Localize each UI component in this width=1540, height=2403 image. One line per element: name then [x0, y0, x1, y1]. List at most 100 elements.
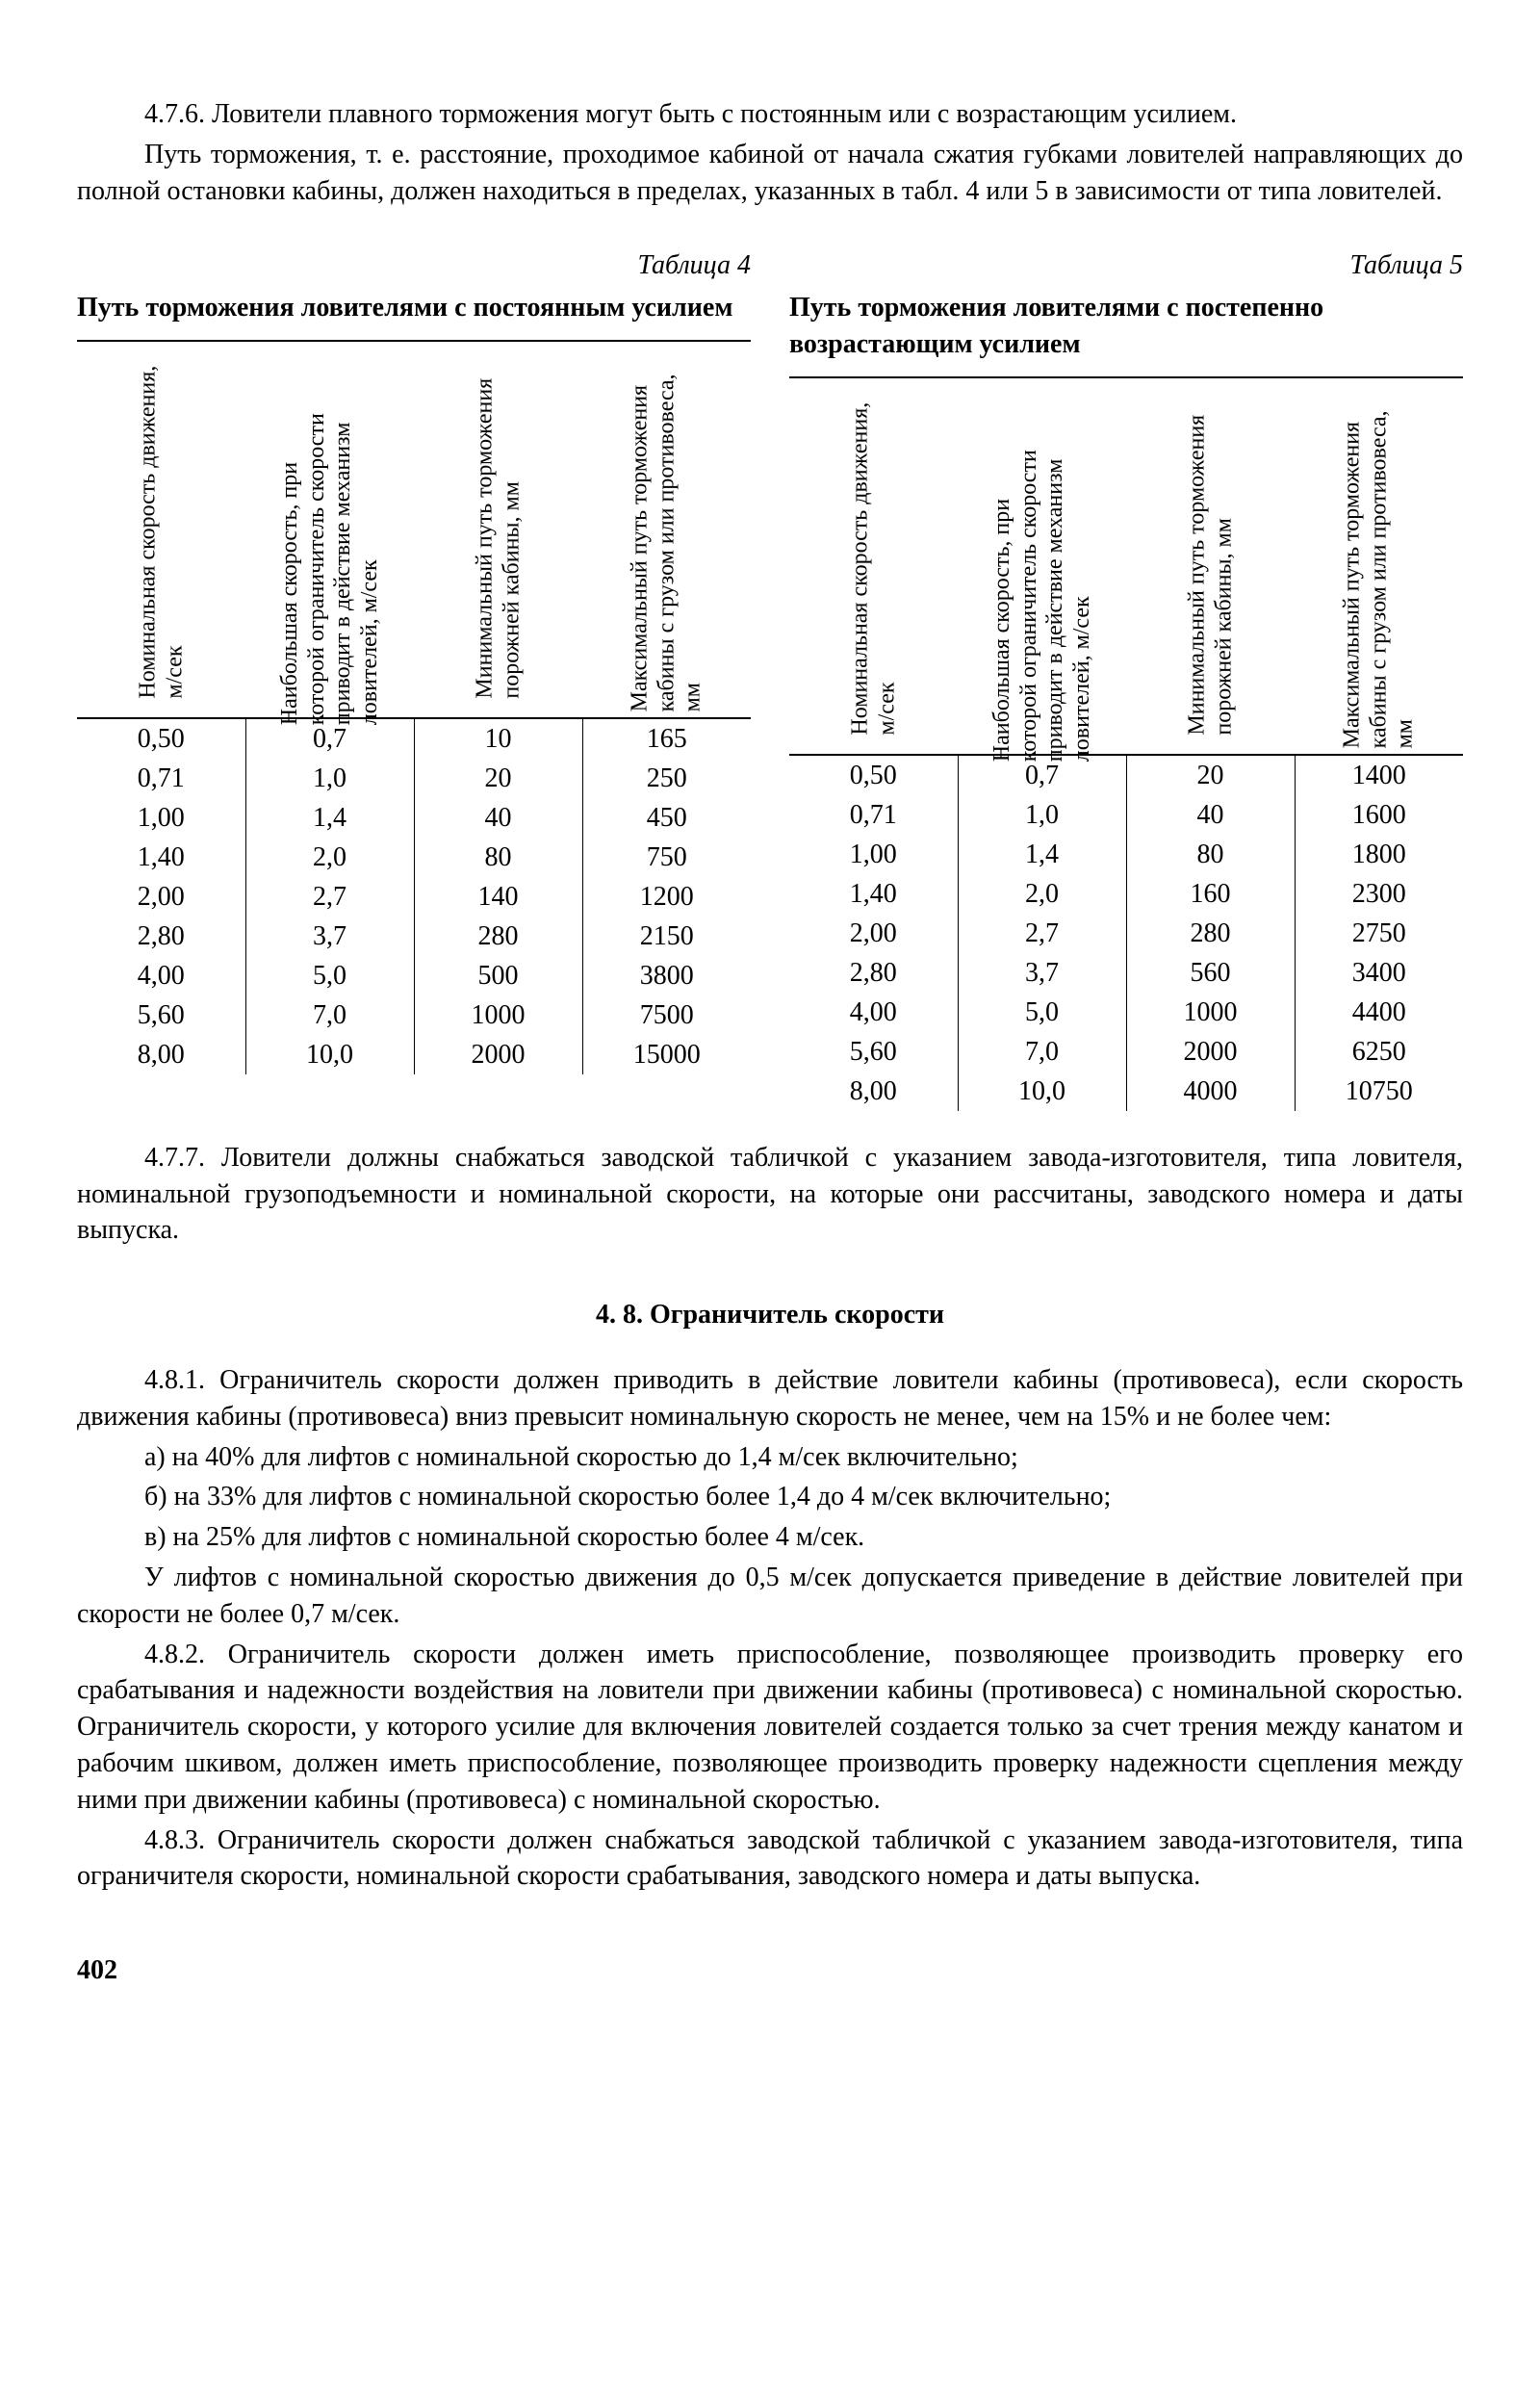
t4-cell: 3,7 — [245, 917, 414, 956]
t4-cell: 8,00 — [77, 1035, 245, 1074]
t5-cell: 1,40 — [789, 874, 958, 914]
section-4-8-title: 4. 8. Ограничитель скорости — [77, 1297, 1463, 1333]
t5-cell: 80 — [1126, 835, 1295, 874]
t4-cell: 2150 — [582, 917, 751, 956]
t5-cell: 2,0 — [958, 874, 1126, 914]
t4-cell: 1,0 — [245, 759, 414, 798]
t4-col-0: Номинальная скорость движения, м/сек — [135, 352, 188, 699]
t4-cell: 1200 — [582, 877, 751, 917]
t4-cell: 0,50 — [77, 718, 245, 759]
t5-cell: 40 — [1126, 795, 1295, 835]
t4-cell: 1,00 — [77, 798, 245, 838]
t5-col-1: Наибольшая скорость, при которой огранич… — [988, 415, 1094, 762]
t4-cell: 500 — [414, 956, 582, 995]
t5-cell: 5,60 — [789, 1032, 958, 1072]
t5-cell: 1,4 — [958, 835, 1126, 874]
t5-cell: 280 — [1126, 914, 1295, 953]
t4-cell: 450 — [582, 798, 751, 838]
para-braking-path: Путь торможения, т. е. расстояние, прохо… — [77, 137, 1463, 210]
t4-cell: 750 — [582, 838, 751, 877]
t5-cell: 4,00 — [789, 993, 958, 1032]
t4-cell: 15000 — [582, 1035, 751, 1074]
t4-cell: 250 — [582, 759, 751, 798]
t5-col-3: Максимальный путь торможения кабины с гр… — [1339, 401, 1419, 748]
t5-cell: 3400 — [1295, 953, 1463, 993]
t5-cell: 4000 — [1126, 1072, 1295, 1111]
t4-cell: 40 — [414, 798, 582, 838]
t5-cell: 4400 — [1295, 993, 1463, 1032]
table-4-block: Таблица 4 Путь торможения ловителями с п… — [77, 247, 751, 1110]
t4-cell: 7500 — [582, 995, 751, 1035]
table-5-number: Таблица 5 — [789, 247, 1463, 284]
t5-cell: 2,00 — [789, 914, 958, 953]
t4-cell: 280 — [414, 917, 582, 956]
para-4-8-2: 4.8.2. Ограничитель скорости должен имет… — [77, 1637, 1463, 1819]
t4-cell: 5,60 — [77, 995, 245, 1035]
para-4-8-1: 4.8.1. Ограничитель скорости должен прив… — [77, 1362, 1463, 1435]
t5-col-2: Минимальный путь торможения порожней каб… — [1184, 388, 1237, 735]
t5-cell: 2750 — [1295, 914, 1463, 953]
t4-cell: 1,40 — [77, 838, 245, 877]
t4-cell: 7,0 — [245, 995, 414, 1035]
para-4-8-1-b: б) на 33% для лифтов с номинальной скоро… — [77, 1479, 1463, 1515]
t4-cell: 3800 — [582, 956, 751, 995]
t4-cell: 1,4 — [245, 798, 414, 838]
para-4-8-3: 4.8.3. Ограничитель скорости должен снаб… — [77, 1822, 1463, 1896]
table-5-title: Путь торможения ловителями с постепенно … — [789, 290, 1463, 363]
t4-cell: 2,0 — [245, 838, 414, 877]
t4-cell: 20 — [414, 759, 582, 798]
para-4-8-1-c: в) на 25% для лифтов с номинальной скоро… — [77, 1519, 1463, 1556]
table-4-number: Таблица 4 — [77, 247, 751, 284]
t4-cell: 140 — [414, 877, 582, 917]
t5-cell: 1400 — [1295, 755, 1463, 795]
t5-cell: 2300 — [1295, 874, 1463, 914]
tables-row: Таблица 4 Путь торможения ловителями с п… — [77, 247, 1463, 1110]
para-4-7-7: 4.7.7. Ловители должны снабжаться заводс… — [77, 1140, 1463, 1249]
t5-cell: 2,80 — [789, 953, 958, 993]
table-5-block: Таблица 5 Путь торможения ловителями с п… — [789, 247, 1463, 1110]
t4-cell: 10,0 — [245, 1035, 414, 1074]
t5-cell: 8,00 — [789, 1072, 958, 1111]
t4-cell: 2,80 — [77, 917, 245, 956]
t5-cell: 7,0 — [958, 1032, 1126, 1072]
t4-body: 0,500,710165 0,711,020250 1,001,440450 1… — [77, 718, 751, 1074]
t5-cell: 0,71 — [789, 795, 958, 835]
t4-cell: 10 — [414, 718, 582, 759]
t5-cell: 1600 — [1295, 795, 1463, 835]
t5-cell: 20 — [1126, 755, 1295, 795]
t4-col-1: Наибольшая скорость, при которой огранич… — [276, 378, 382, 725]
t5-col-0: Номинальная скорость движения, м/сек — [847, 388, 900, 735]
table-4-title: Путь торможения ловителями с постоянным … — [77, 290, 751, 326]
page-number: 402 — [77, 1952, 1463, 1989]
t4-cell: 5,0 — [245, 956, 414, 995]
t5-cell: 160 — [1126, 874, 1295, 914]
t5-cell: 6250 — [1295, 1032, 1463, 1072]
t4-col-3: Максимальный путь торможения кабины с гр… — [627, 365, 706, 711]
t5-body: 0,500,7201400 0,711,0401600 1,001,480180… — [789, 755, 1463, 1111]
para-4-8-1-a: а) на 40% для лифтов с номинальной скоро… — [77, 1439, 1463, 1476]
t5-cell: 0,50 — [789, 755, 958, 795]
t4-cell: 1000 — [414, 995, 582, 1035]
t4-cell: 80 — [414, 838, 582, 877]
t5-cell: 1,0 — [958, 795, 1126, 835]
para-4-7-6: 4.7.6. Ловители плавного торможения могу… — [77, 96, 1463, 133]
t5-cell: 2000 — [1126, 1032, 1295, 1072]
t5-cell: 2,7 — [958, 914, 1126, 953]
t4-cell: 2,00 — [77, 877, 245, 917]
t5-cell: 1000 — [1126, 993, 1295, 1032]
t4-cell: 0,71 — [77, 759, 245, 798]
t5-cell: 560 — [1126, 953, 1295, 993]
table-5: Номинальная скорость движения, м/сек Наи… — [789, 376, 1463, 1111]
t4-cell: 4,00 — [77, 956, 245, 995]
para-4-8-1-u: У лифтов с номинальной скоростью движени… — [77, 1560, 1463, 1633]
t5-cell: 10,0 — [958, 1072, 1126, 1111]
t4-cell: 2,7 — [245, 877, 414, 917]
t5-cell: 3,7 — [958, 953, 1126, 993]
t4-cell: 165 — [582, 718, 751, 759]
table-4: Номинальная скорость движения, м/сек Наи… — [77, 340, 751, 1074]
t4-col-2: Минимальный путь торможения порожней каб… — [472, 352, 525, 699]
t5-cell: 5,0 — [958, 993, 1126, 1032]
t5-cell: 1,00 — [789, 835, 958, 874]
t5-cell: 10750 — [1295, 1072, 1463, 1111]
t5-cell: 1800 — [1295, 835, 1463, 874]
